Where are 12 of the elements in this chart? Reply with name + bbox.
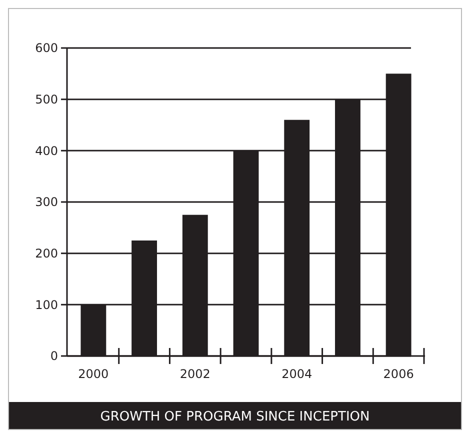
x-tick-label: 2000 [78, 367, 109, 381]
y-tick-label: 100 [35, 298, 58, 312]
text: GROWTH OF PROGRAM SINCE INCEPTION [100, 410, 370, 425]
x-tick-label: 2002 [180, 367, 210, 381]
y-tick-label: 400 [35, 144, 58, 158]
y-tick-label: 500 [35, 92, 58, 107]
y-tick-label: 0 [50, 349, 58, 364]
y-tick-label: 300 [35, 195, 58, 210]
y-tick-label: 600 [35, 41, 58, 56]
y-tick-label: 200 [35, 246, 58, 261]
x-tick-label: 2006 [383, 367, 414, 381]
x-tick-label: 2004 [282, 367, 312, 381]
